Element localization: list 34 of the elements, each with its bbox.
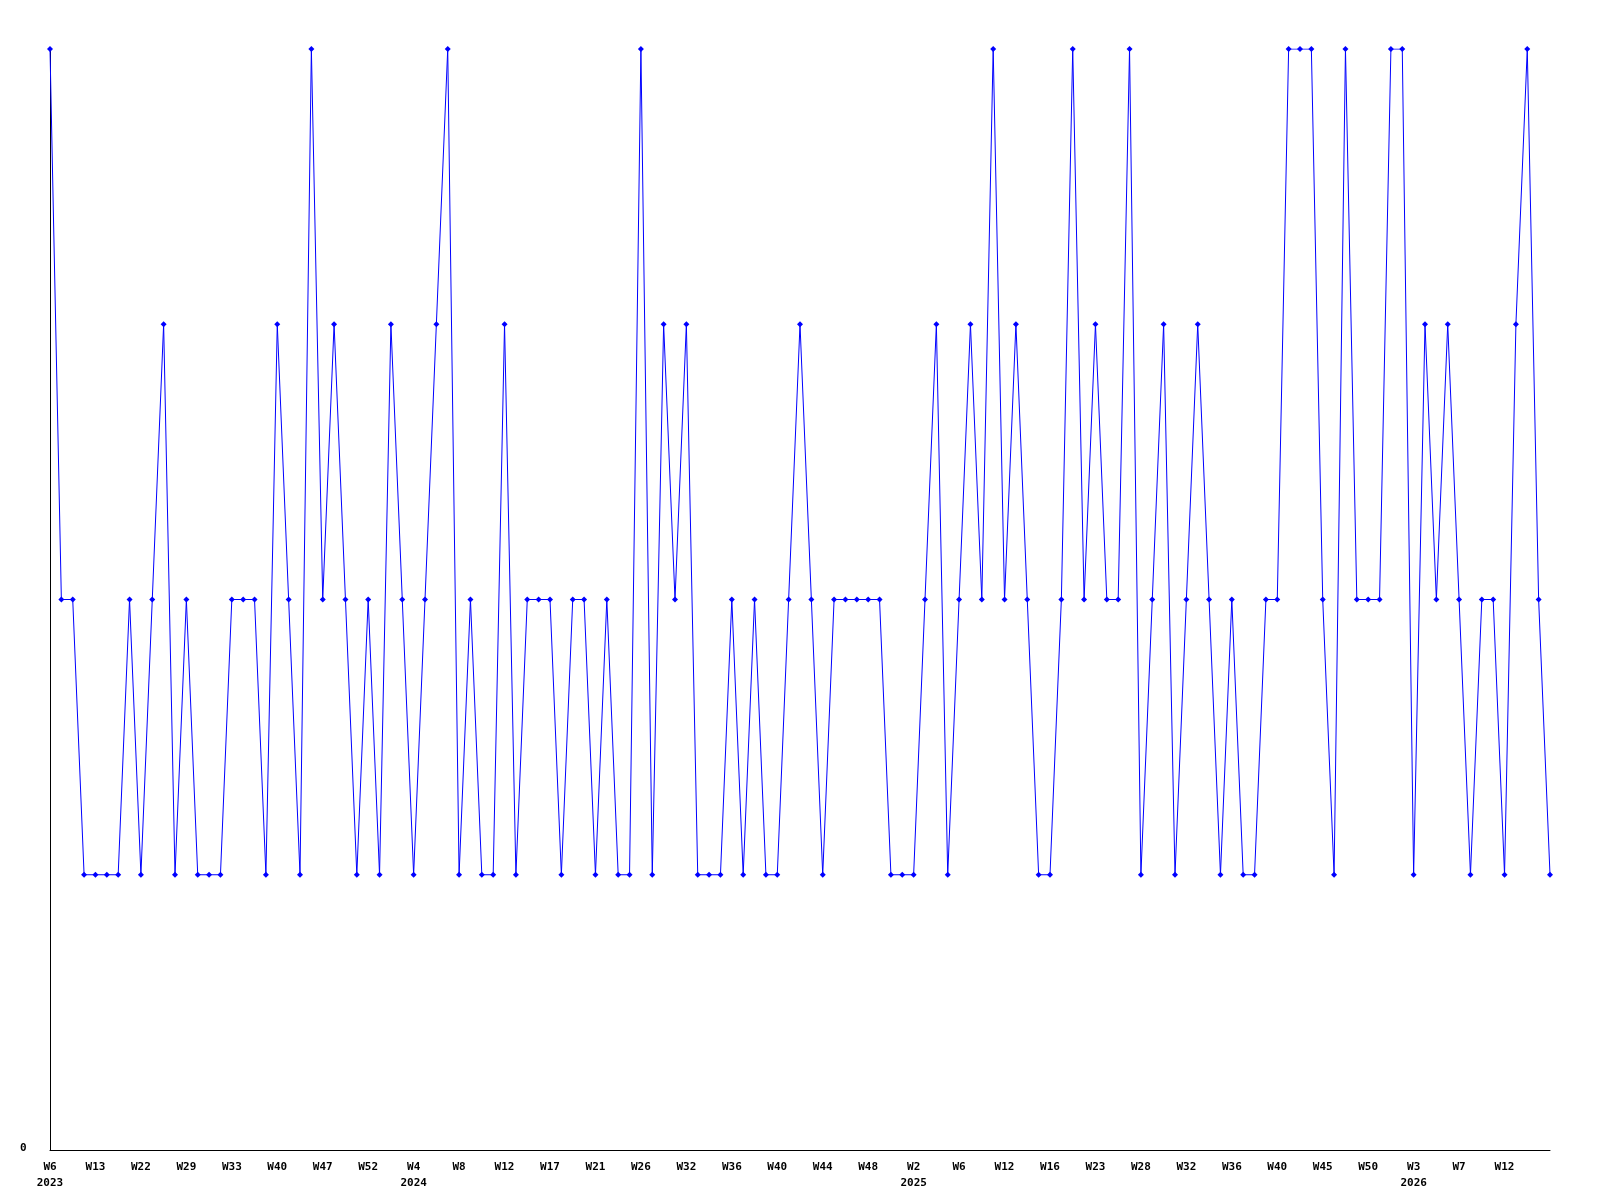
x-tick-label: W8 [452,1159,466,1173]
x-tick-label: W40 [267,1159,288,1173]
x-tick-label: W40 [1267,1159,1288,1173]
x-tick-label: W7 [1452,1159,1466,1173]
x-tick-label: W21 [585,1159,606,1173]
x-tick-label: W3 2026 [1400,1159,1428,1189]
x-tick-label: W13 [85,1159,106,1173]
x-tick-label: W17 [540,1159,560,1173]
x-tick-label: W36 [721,1159,743,1173]
x-tick-label: W40 [767,1159,788,1173]
x-tick-label: W32 [676,1159,697,1173]
x-tick-label: W48 [858,1159,879,1173]
x-tick-label: W28 [1130,1159,1151,1173]
x-tick-label: W12 [1494,1159,1515,1173]
x-tick-label: W4 2024 [400,1159,428,1189]
x-tick-label: W29 [176,1159,197,1173]
x-tick-label: W50 [1358,1159,1379,1173]
x-tick-label: W26 [630,1159,652,1173]
x-tick-label: W23 [1085,1159,1106,1173]
x-tick-label: W33 [221,1159,242,1173]
x-tick-label: W44 [812,1159,834,1173]
x-tick-label: W6 [952,1159,967,1173]
x-tick-label: W52 [358,1159,379,1173]
x-tick-label: W6 2023 [36,1159,64,1189]
x-tick-label: W2 2025 [900,1159,927,1189]
x-tick-label: W12 [994,1159,1015,1173]
x-tick-label: W12 [494,1159,515,1173]
x-tick-label: W36 [1221,1159,1243,1173]
x-tick-label: W22 [130,1159,151,1173]
x-tick-label: W47 [312,1159,333,1173]
x-tick-label: W16 [1040,1159,1061,1173]
x-tick-label: W45 [1312,1159,1333,1173]
text: 0 [20,1141,27,1154]
x-tick-label: W32 [1176,1159,1197,1173]
